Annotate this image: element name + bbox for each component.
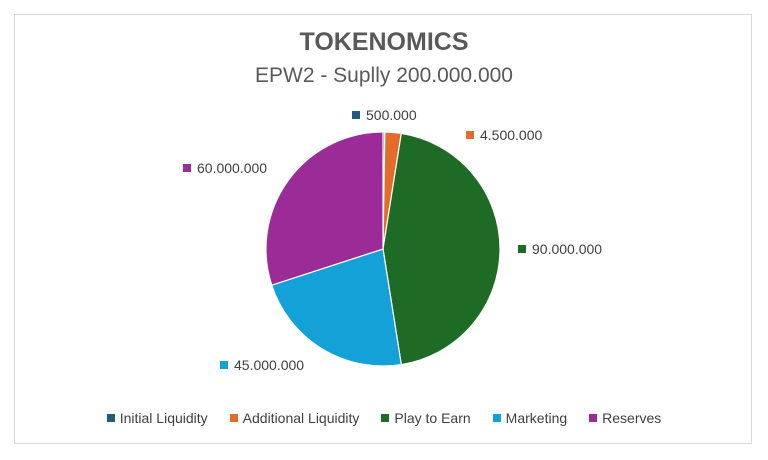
legend-swatch-reserves: [589, 414, 598, 422]
pie-slice-marketing: [270, 248, 402, 367]
legend-item-play-to-earn: Play to Earn: [381, 410, 471, 426]
data-label-additional-liquidity: 4.500.000: [480, 127, 542, 143]
legend-label-initial-liquidity: Initial Liquidity: [119, 410, 208, 426]
data-label-marker-marketing: [220, 361, 228, 369]
legend-swatch-play-to-earn: [381, 414, 390, 422]
legend-item-additional-liquidity: Additional Liquidity: [229, 410, 360, 426]
chart-legend: Initial Liquidity Additional Liquidity Pla…: [0, 410, 768, 426]
pie-slice-play-to-earn: [382, 132, 501, 366]
legend-item-marketing: Marketing: [492, 410, 568, 426]
data-label-initial-liquidity: 500.000: [366, 107, 417, 123]
data-label-marker-initial-liquidity: [352, 111, 360, 119]
data-label-marker-additional-liquidity: [466, 131, 474, 139]
data-label-marketing: 45.000.000: [234, 357, 304, 373]
legend-label-additional-liquidity: Additional Liquidity: [242, 410, 360, 426]
data-label-marker-play-to-earn: [518, 245, 526, 253]
data-label-marker-reserves: [183, 164, 191, 172]
legend-item-initial-liquidity: Initial Liquidity: [106, 410, 208, 426]
data-label-play-to-earn: 90.000.000: [532, 241, 602, 257]
chart-subtitle: EPW2 - Suplly 200.000.000: [255, 64, 513, 87]
data-label-reserves: 60.000.000: [197, 160, 267, 176]
legend-label-play-to-earn: Play to Earn: [394, 410, 471, 426]
legend-label-reserves: Reserves: [602, 410, 662, 426]
chart-title: TOKENOMICS: [299, 28, 469, 56]
legend-label-marketing: Marketing: [505, 410, 568, 426]
legend-swatch-initial-liquidity: [106, 414, 115, 422]
legend-item-reserves: Reserves: [589, 410, 661, 426]
pie-slice-reserves: [265, 131, 384, 286]
legend-swatch-marketing: [492, 414, 501, 422]
legend-swatch-additional-liquidity: [229, 414, 238, 422]
